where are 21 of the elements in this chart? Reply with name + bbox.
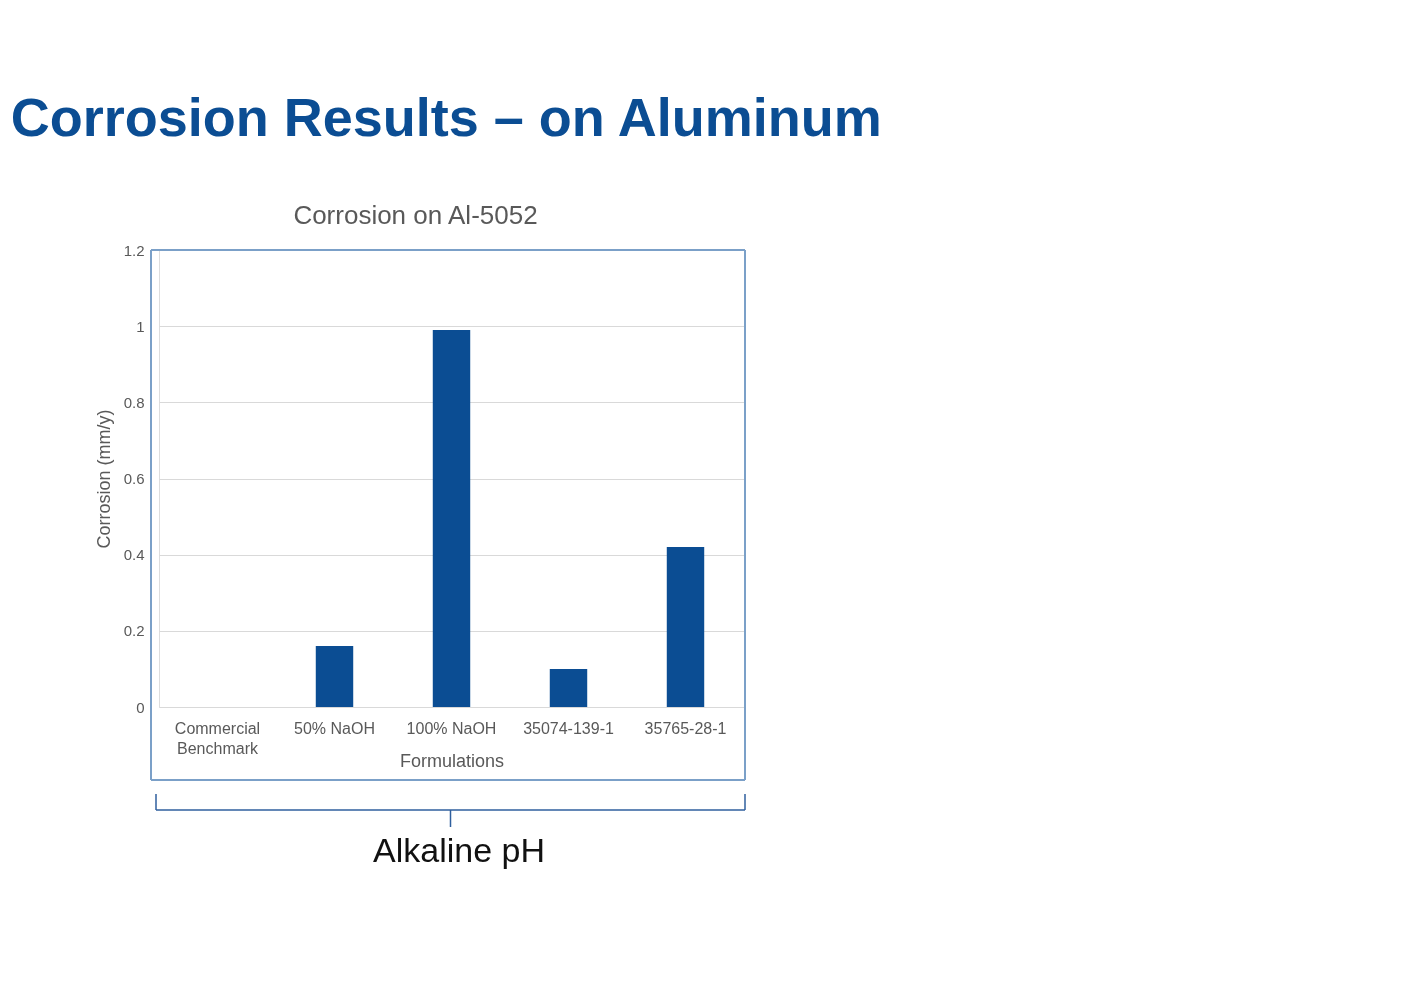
y-tick-label: 0.2 [123, 622, 145, 640]
x-tick-label: 35074-139-1 [523, 719, 614, 737]
y-tick-label: 0.6 [123, 470, 145, 487]
chart-subtitle: Corrosion on Al-5052 [293, 200, 538, 230]
x-tick-label: 100% NaOH [406, 719, 497, 737]
y-tick-label: 0.8 [123, 393, 145, 411]
y-axis-title: Corrosion (mm/y) [93, 409, 114, 549]
x-tick-label: Commercial Benchmark [174, 719, 261, 757]
x-tick-label: 35765-28-1 [644, 719, 727, 737]
y-tick-label: 0 [136, 698, 145, 716]
y-tick-label: 0.4 [123, 546, 145, 564]
x-axis-title: Formulations [399, 750, 505, 771]
chart-title: Corrosion Results – on Aluminum [10, 86, 882, 147]
bar [432, 329, 471, 707]
bar [549, 668, 588, 707]
text: Alkaline pH [373, 831, 545, 869]
bar [666, 547, 705, 707]
x-tick-label: 50% NaOH [294, 719, 375, 737]
y-tick-label: 1 [136, 317, 145, 335]
bar [315, 646, 354, 707]
y-tick-label: 1.2 [123, 241, 145, 259]
